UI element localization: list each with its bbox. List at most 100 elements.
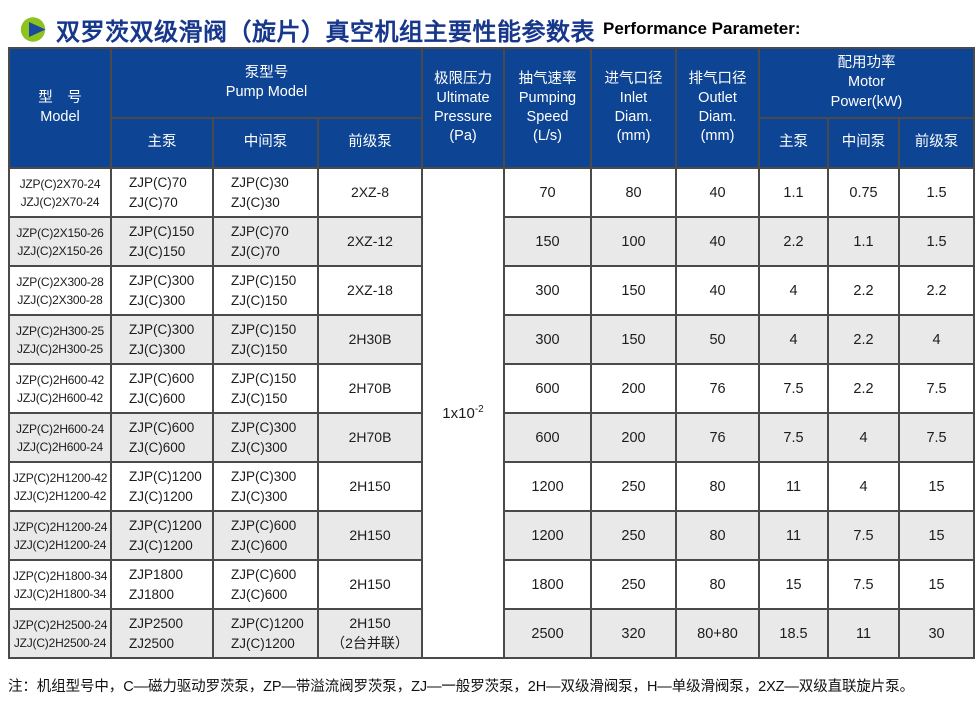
fore-pump-cell: 2XZ-18	[316, 265, 424, 316]
power-middle-cell: 2.2	[827, 314, 901, 365]
col-header-model-en: Model	[40, 109, 80, 125]
middle-pump-cell-line: ZJP(C)150	[231, 321, 297, 337]
model-cell-line: JZP(C)2H600-24	[16, 421, 104, 436]
main-pump-cell: ZJP2500 ZJ2500	[110, 608, 214, 659]
power-main-cell: 2.2	[758, 216, 830, 267]
main-pump-cell-line: ZJ(C)600	[129, 439, 186, 455]
middle-pump-cell: ZJP(C)70 ZJ(C)70	[212, 216, 319, 267]
pumping-speed-cell: 2500	[503, 608, 593, 659]
inlet-diam-cell: 100	[590, 216, 678, 267]
page-title: 双罗茨双级滑阀（旋片）真空机组主要性能参数表	[56, 18, 595, 46]
subcol-header-middle-pump: 中间泵	[212, 117, 319, 169]
play-bullet-icon	[20, 16, 46, 42]
fore-pump-cell-line: 2H30B	[348, 330, 392, 347]
outlet-diam-cell: 40	[675, 265, 761, 316]
footnote: 注：机组型号中，C—磁力驱动罗茨泵，ZP—带溢流阀罗茨泵，ZJ—一般罗茨泵，2H…	[8, 679, 915, 695]
col-header-inlet-diam: 进气口径 Inlet Diam. (mm)	[590, 47, 678, 169]
inlet-diam-cell: 150	[590, 314, 678, 365]
main-pump-cell-line: ZJ(C)1200	[129, 537, 193, 553]
middle-pump-cell: ZJP(C)150 ZJ(C)150	[212, 314, 319, 365]
model-cell-line: JZP(C)2H600-42	[16, 372, 104, 387]
middle-pump-cell-line: ZJ(C)150	[231, 292, 288, 308]
col-header-ultimate-pressure: 极限压力 Ultimate Pressure (Pa)	[421, 47, 506, 169]
model-cell-line: JZP(C)2H300-25	[16, 323, 104, 338]
power-middle-cell: 4	[827, 412, 901, 463]
main-pump-cell: ZJP(C)300 ZJ(C)300	[110, 314, 214, 365]
fore-pump-cell: 2H70B	[316, 363, 424, 414]
main-pump-cell-line: ZJP(C)70	[129, 174, 187, 190]
power-fore-cell: 15	[898, 510, 976, 561]
col-header-motor-power-en1: Motor	[847, 74, 886, 91]
col-header-motor-power: 配用功率 Motor Power(kW)	[758, 47, 976, 119]
middle-pump-cell-line: ZJ(C)600	[231, 586, 288, 602]
inlet-diam-cell: 80	[590, 167, 678, 218]
power-main-cell: 4	[758, 265, 830, 316]
main-pump-cell: ZJP(C)150 ZJ(C)150	[110, 216, 214, 267]
fore-pump-cell-line: 2H150	[349, 477, 391, 494]
inlet-diam-cell: 250	[590, 510, 678, 561]
fore-pump-cell: 2H150 （2台并联）	[316, 608, 424, 659]
power-fore-cell: 15	[898, 461, 976, 512]
main-pump-cell-line: ZJP(C)1200	[129, 468, 202, 484]
table-header: 型 号 Model 泵型号 Pump Model 极限压力 Ultimate P…	[8, 47, 976, 169]
power-fore-cell: 30	[898, 608, 976, 659]
power-main-cell: 1.1	[758, 167, 830, 218]
middle-pump-cell-line: ZJP(C)600	[231, 517, 297, 533]
main-pump-cell-line: ZJP(C)150	[129, 223, 195, 239]
power-middle-cell: 11	[827, 608, 901, 659]
fore-pump-cell-line: （2台并联）	[331, 634, 409, 651]
ultimate-pressure-value-cell: 1x10-2	[421, 167, 506, 659]
middle-pump-cell-line: ZJ(C)150	[231, 341, 288, 357]
pumping-speed-cell: 600	[503, 363, 593, 414]
pumping-speed-cell: 300	[503, 265, 593, 316]
pumping-speed-cell: 150	[503, 216, 593, 267]
model-cell-line: JZJ(C)2H1800-34	[13, 586, 107, 601]
model-cell-line: JZJ(C)2H2500-24	[13, 635, 107, 650]
col-header-pump-model-cn: 泵型号	[244, 64, 289, 81]
model-cell-line: JZJ(C)2H1200-42	[13, 488, 107, 503]
col-header-model: 型 号 Model	[8, 47, 112, 169]
main-pump-cell-line: ZJ1800	[129, 586, 175, 602]
middle-pump-cell-line: ZJ(C)150	[231, 390, 288, 406]
table-row: JZP(C)2X70-24 JZJ(C)2X70-24 ZJP(C)70 ZJ(C)7…	[8, 167, 976, 659]
middle-pump-cell: ZJP(C)150 ZJ(C)150	[212, 265, 319, 316]
col-header-motor-power-cn: 配用功率	[837, 55, 896, 72]
middle-pump-cell-line: ZJP(C)300	[231, 419, 297, 435]
power-middle-cell: 2.2	[827, 363, 901, 414]
table-body: JZP(C)2X70-24 JZJ(C)2X70-24 ZJP(C)70 ZJ(C)7…	[8, 167, 976, 659]
subcol-header-main-pump: 主泵	[110, 117, 214, 169]
power-main-cell: 11	[758, 461, 830, 512]
main-pump-cell-line: ZJ(C)300	[129, 341, 186, 357]
main-pump-cell-line: ZJ(C)1200	[129, 488, 193, 504]
fore-pump-cell-line: 2XZ-12	[347, 232, 393, 249]
main-pump-cell: ZJP(C)600 ZJ(C)600	[110, 412, 214, 463]
main-pump-cell: ZJP(C)300 ZJ(C)300	[110, 265, 214, 316]
middle-pump-cell-line: ZJ(C)600	[231, 537, 288, 553]
main-pump-cell: ZJP(C)1200 ZJ(C)1200	[110, 461, 214, 512]
model-cell: JZP(C)2H600-24 JZJ(C)2H600-24	[8, 412, 112, 463]
outlet-diam-cell: 40	[675, 167, 761, 218]
main-pump-cell-line: ZJP(C)1200	[129, 517, 202, 533]
power-middle-cell: 7.5	[827, 510, 901, 561]
fore-pump-cell-line: 2H150	[349, 526, 391, 543]
model-cell: JZP(C)2H300-25 JZJ(C)2H300-25	[8, 314, 112, 365]
inlet-diam-cell: 250	[590, 559, 678, 610]
pumping-speed-cell: 600	[503, 412, 593, 463]
middle-pump-cell-line: ZJP(C)300	[231, 468, 297, 484]
model-cell: JZP(C)2X300-28 JZJ(C)2X300-28	[8, 265, 112, 316]
col-header-outlet-diam-unit: (mm)	[700, 128, 735, 145]
performance-parameter-table: 型 号 Model 泵型号 Pump Model 极限压力 Ultimate P…	[8, 47, 976, 659]
col-header-ultimate-pressure-unit: (Pa)	[449, 128, 477, 145]
fore-pump-cell-line: 2XZ-8	[350, 183, 390, 200]
middle-pump-cell: ZJP(C)1200 ZJ(C)1200	[212, 608, 319, 659]
fore-pump-cell: 2H150	[316, 510, 424, 561]
model-cell-line: JZP(C)2X150-26	[16, 225, 104, 240]
main-pump-cell: ZJP(C)1200 ZJ(C)1200	[110, 510, 214, 561]
middle-pump-cell-line: ZJP(C)150	[231, 272, 297, 288]
power-fore-cell: 7.5	[898, 412, 976, 463]
power-fore-cell: 2.2	[898, 265, 976, 316]
subcol-header-power-middle-pump: 中间泵	[827, 117, 901, 169]
model-cell-line: JZP(C)2X300-28	[16, 274, 104, 289]
fore-pump-cell-line: 2H150	[349, 575, 391, 592]
inlet-diam-cell: 150	[590, 265, 678, 316]
